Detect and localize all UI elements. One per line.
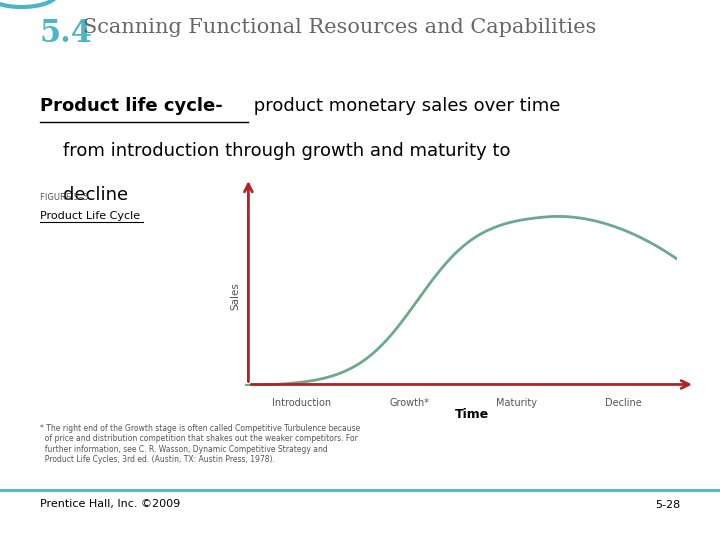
Text: Prentice Hall, Inc. ©2009: Prentice Hall, Inc. ©2009 [40, 500, 180, 510]
Text: decline: decline [40, 186, 127, 204]
Text: Product Life Cycle: Product Life Cycle [40, 211, 140, 221]
Text: from introduction through growth and maturity to: from introduction through growth and mat… [40, 141, 510, 160]
Text: Maturity: Maturity [495, 398, 536, 408]
Text: Sales: Sales [230, 282, 240, 310]
Text: Introduction: Introduction [272, 398, 331, 408]
Text: 5-28: 5-28 [655, 500, 680, 510]
Text: Product life cycle-: Product life cycle- [40, 97, 222, 115]
Text: FIGURE 5–5: FIGURE 5–5 [40, 193, 88, 202]
Text: Growth*: Growth* [389, 398, 429, 408]
Text: * The right end of the Growth stage is often called Competitive Turbulence becau: * The right end of the Growth stage is o… [40, 424, 360, 464]
Text: Scanning Functional Resources and Capabilities: Scanning Functional Resources and Capabi… [83, 17, 596, 37]
Text: Time: Time [454, 408, 489, 421]
Text: 5.4: 5.4 [40, 17, 93, 49]
Text: product monetary sales over time: product monetary sales over time [248, 97, 561, 115]
Text: Decline: Decline [605, 398, 642, 408]
